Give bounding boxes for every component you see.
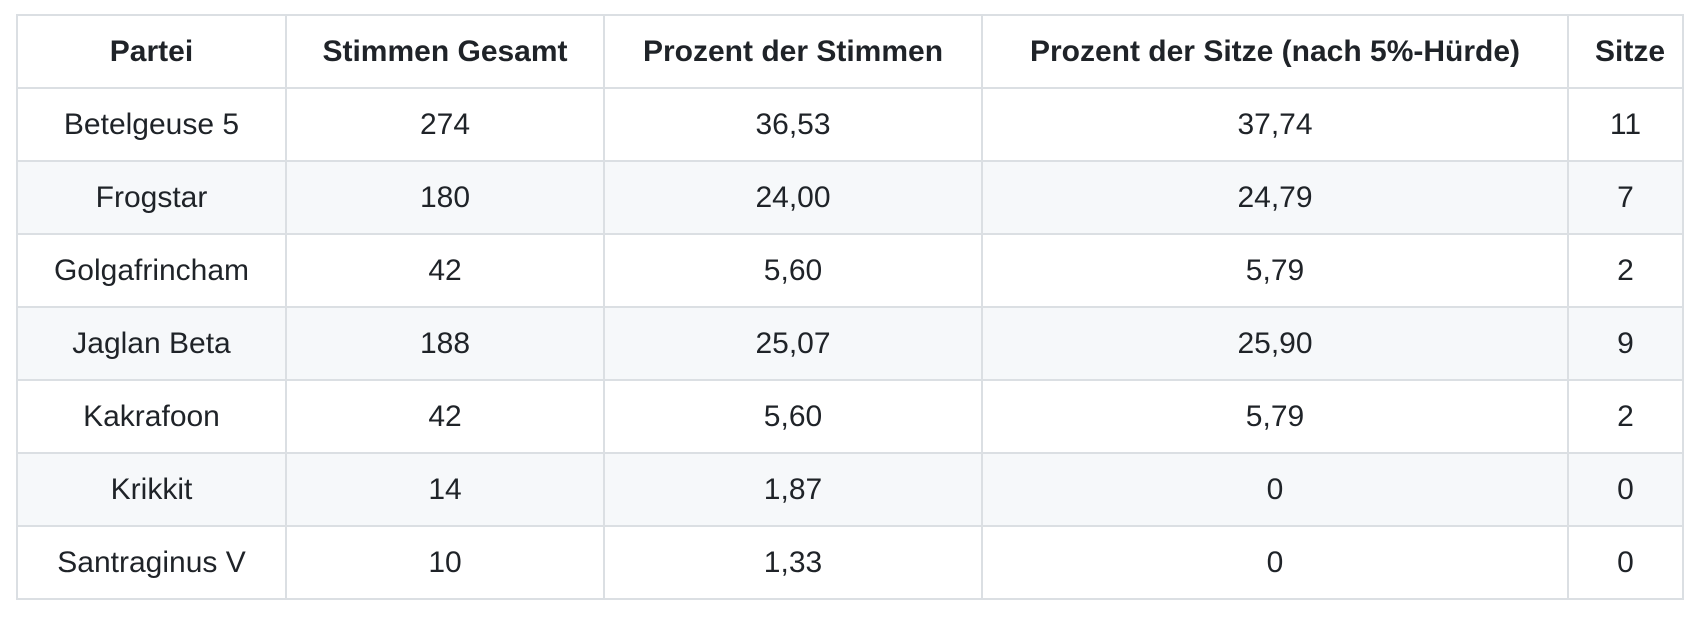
table-row: Santraginus V 10 1,33 0 0 bbox=[16, 525, 1684, 600]
column-header-prozent-der-sitze: Prozent der Sitze (nach 5%-Hürde) bbox=[981, 14, 1569, 89]
cell-seats: 7 bbox=[1567, 160, 1684, 235]
cell-seats: 2 bbox=[1567, 233, 1684, 308]
table-row: Betelgeuse 5 274 36,53 37,74 11 bbox=[16, 87, 1684, 162]
column-header-prozent-der-stimmen: Prozent der Stimmen bbox=[603, 14, 983, 89]
table-header-row: Partei Stimmen Gesamt Prozent der Stimme… bbox=[16, 14, 1684, 89]
cell-party: Santraginus V bbox=[16, 525, 287, 600]
cell-total-votes: 42 bbox=[285, 379, 605, 454]
cell-total-votes: 274 bbox=[285, 87, 605, 162]
column-header-partei: Partei bbox=[16, 14, 287, 89]
column-header-sitze: Sitze bbox=[1567, 14, 1684, 89]
election-results-table: Partei Stimmen Gesamt Prozent der Stimme… bbox=[16, 14, 1684, 600]
table-row: Krikkit 14 1,87 0 0 bbox=[16, 452, 1684, 527]
cell-seat-percent: 25,90 bbox=[981, 306, 1569, 381]
cell-party: Jaglan Beta bbox=[16, 306, 287, 381]
table-row: Jaglan Beta 188 25,07 25,90 9 bbox=[16, 306, 1684, 381]
cell-seats: 0 bbox=[1567, 452, 1684, 527]
cell-seat-percent: 0 bbox=[981, 452, 1569, 527]
cell-party: Betelgeuse 5 bbox=[16, 87, 287, 162]
cell-seat-percent: 37,74 bbox=[981, 87, 1569, 162]
cell-vote-percent: 5,60 bbox=[603, 379, 983, 454]
cell-vote-percent: 1,33 bbox=[603, 525, 983, 600]
cell-total-votes: 188 bbox=[285, 306, 605, 381]
column-header-stimmen-gesamt: Stimmen Gesamt bbox=[285, 14, 605, 89]
cell-seat-percent: 24,79 bbox=[981, 160, 1569, 235]
table-row: Golgafrincham 42 5,60 5,79 2 bbox=[16, 233, 1684, 308]
cell-seat-percent: 0 bbox=[981, 525, 1569, 600]
cell-party: Krikkit bbox=[16, 452, 287, 527]
cell-total-votes: 10 bbox=[285, 525, 605, 600]
cell-party: Frogstar bbox=[16, 160, 287, 235]
cell-vote-percent: 24,00 bbox=[603, 160, 983, 235]
cell-total-votes: 180 bbox=[285, 160, 605, 235]
cell-seats: 11 bbox=[1567, 87, 1684, 162]
cell-seat-percent: 5,79 bbox=[981, 379, 1569, 454]
cell-vote-percent: 1,87 bbox=[603, 452, 983, 527]
cell-seats: 0 bbox=[1567, 525, 1684, 600]
cell-party: Golgafrincham bbox=[16, 233, 287, 308]
cell-total-votes: 14 bbox=[285, 452, 605, 527]
cell-party: Kakrafoon bbox=[16, 379, 287, 454]
cell-seats: 9 bbox=[1567, 306, 1684, 381]
table-row: Frogstar 180 24,00 24,79 7 bbox=[16, 160, 1684, 235]
cell-seat-percent: 5,79 bbox=[981, 233, 1569, 308]
table-row: Kakrafoon 42 5,60 5,79 2 bbox=[16, 379, 1684, 454]
cell-total-votes: 42 bbox=[285, 233, 605, 308]
cell-vote-percent: 25,07 bbox=[603, 306, 983, 381]
cell-vote-percent: 5,60 bbox=[603, 233, 983, 308]
cell-vote-percent: 36,53 bbox=[603, 87, 983, 162]
cell-seats: 2 bbox=[1567, 379, 1684, 454]
